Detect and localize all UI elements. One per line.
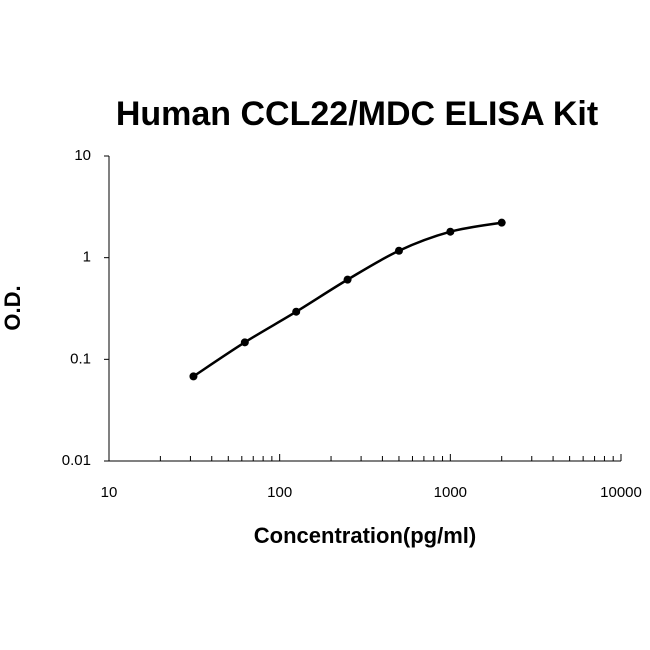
data-point bbox=[189, 372, 198, 381]
y-tick-label: 0.01 bbox=[62, 452, 91, 469]
x-tick-label: 10000 bbox=[600, 484, 642, 501]
data-point bbox=[240, 338, 249, 347]
data-point bbox=[292, 307, 301, 316]
fit-curve bbox=[192, 221, 502, 378]
x-tick-label: 1000 bbox=[434, 484, 467, 501]
x-tick-label: 10 bbox=[101, 484, 118, 501]
x-axis-label: Concentration(pg/ml) bbox=[254, 523, 476, 548]
y-axis-label: O.D. bbox=[0, 285, 25, 330]
data-point bbox=[446, 227, 455, 236]
chart-title: Human CCL22/MDC ELISA Kit bbox=[116, 95, 598, 133]
data-point bbox=[497, 218, 506, 227]
data-point bbox=[343, 275, 352, 284]
y-tick-label: 1 bbox=[83, 249, 91, 266]
y-tick-label: 0.1 bbox=[70, 350, 91, 367]
data-point bbox=[394, 246, 403, 255]
y-tick-label: 10 bbox=[74, 147, 91, 164]
x-tick-label: 100 bbox=[267, 484, 292, 501]
